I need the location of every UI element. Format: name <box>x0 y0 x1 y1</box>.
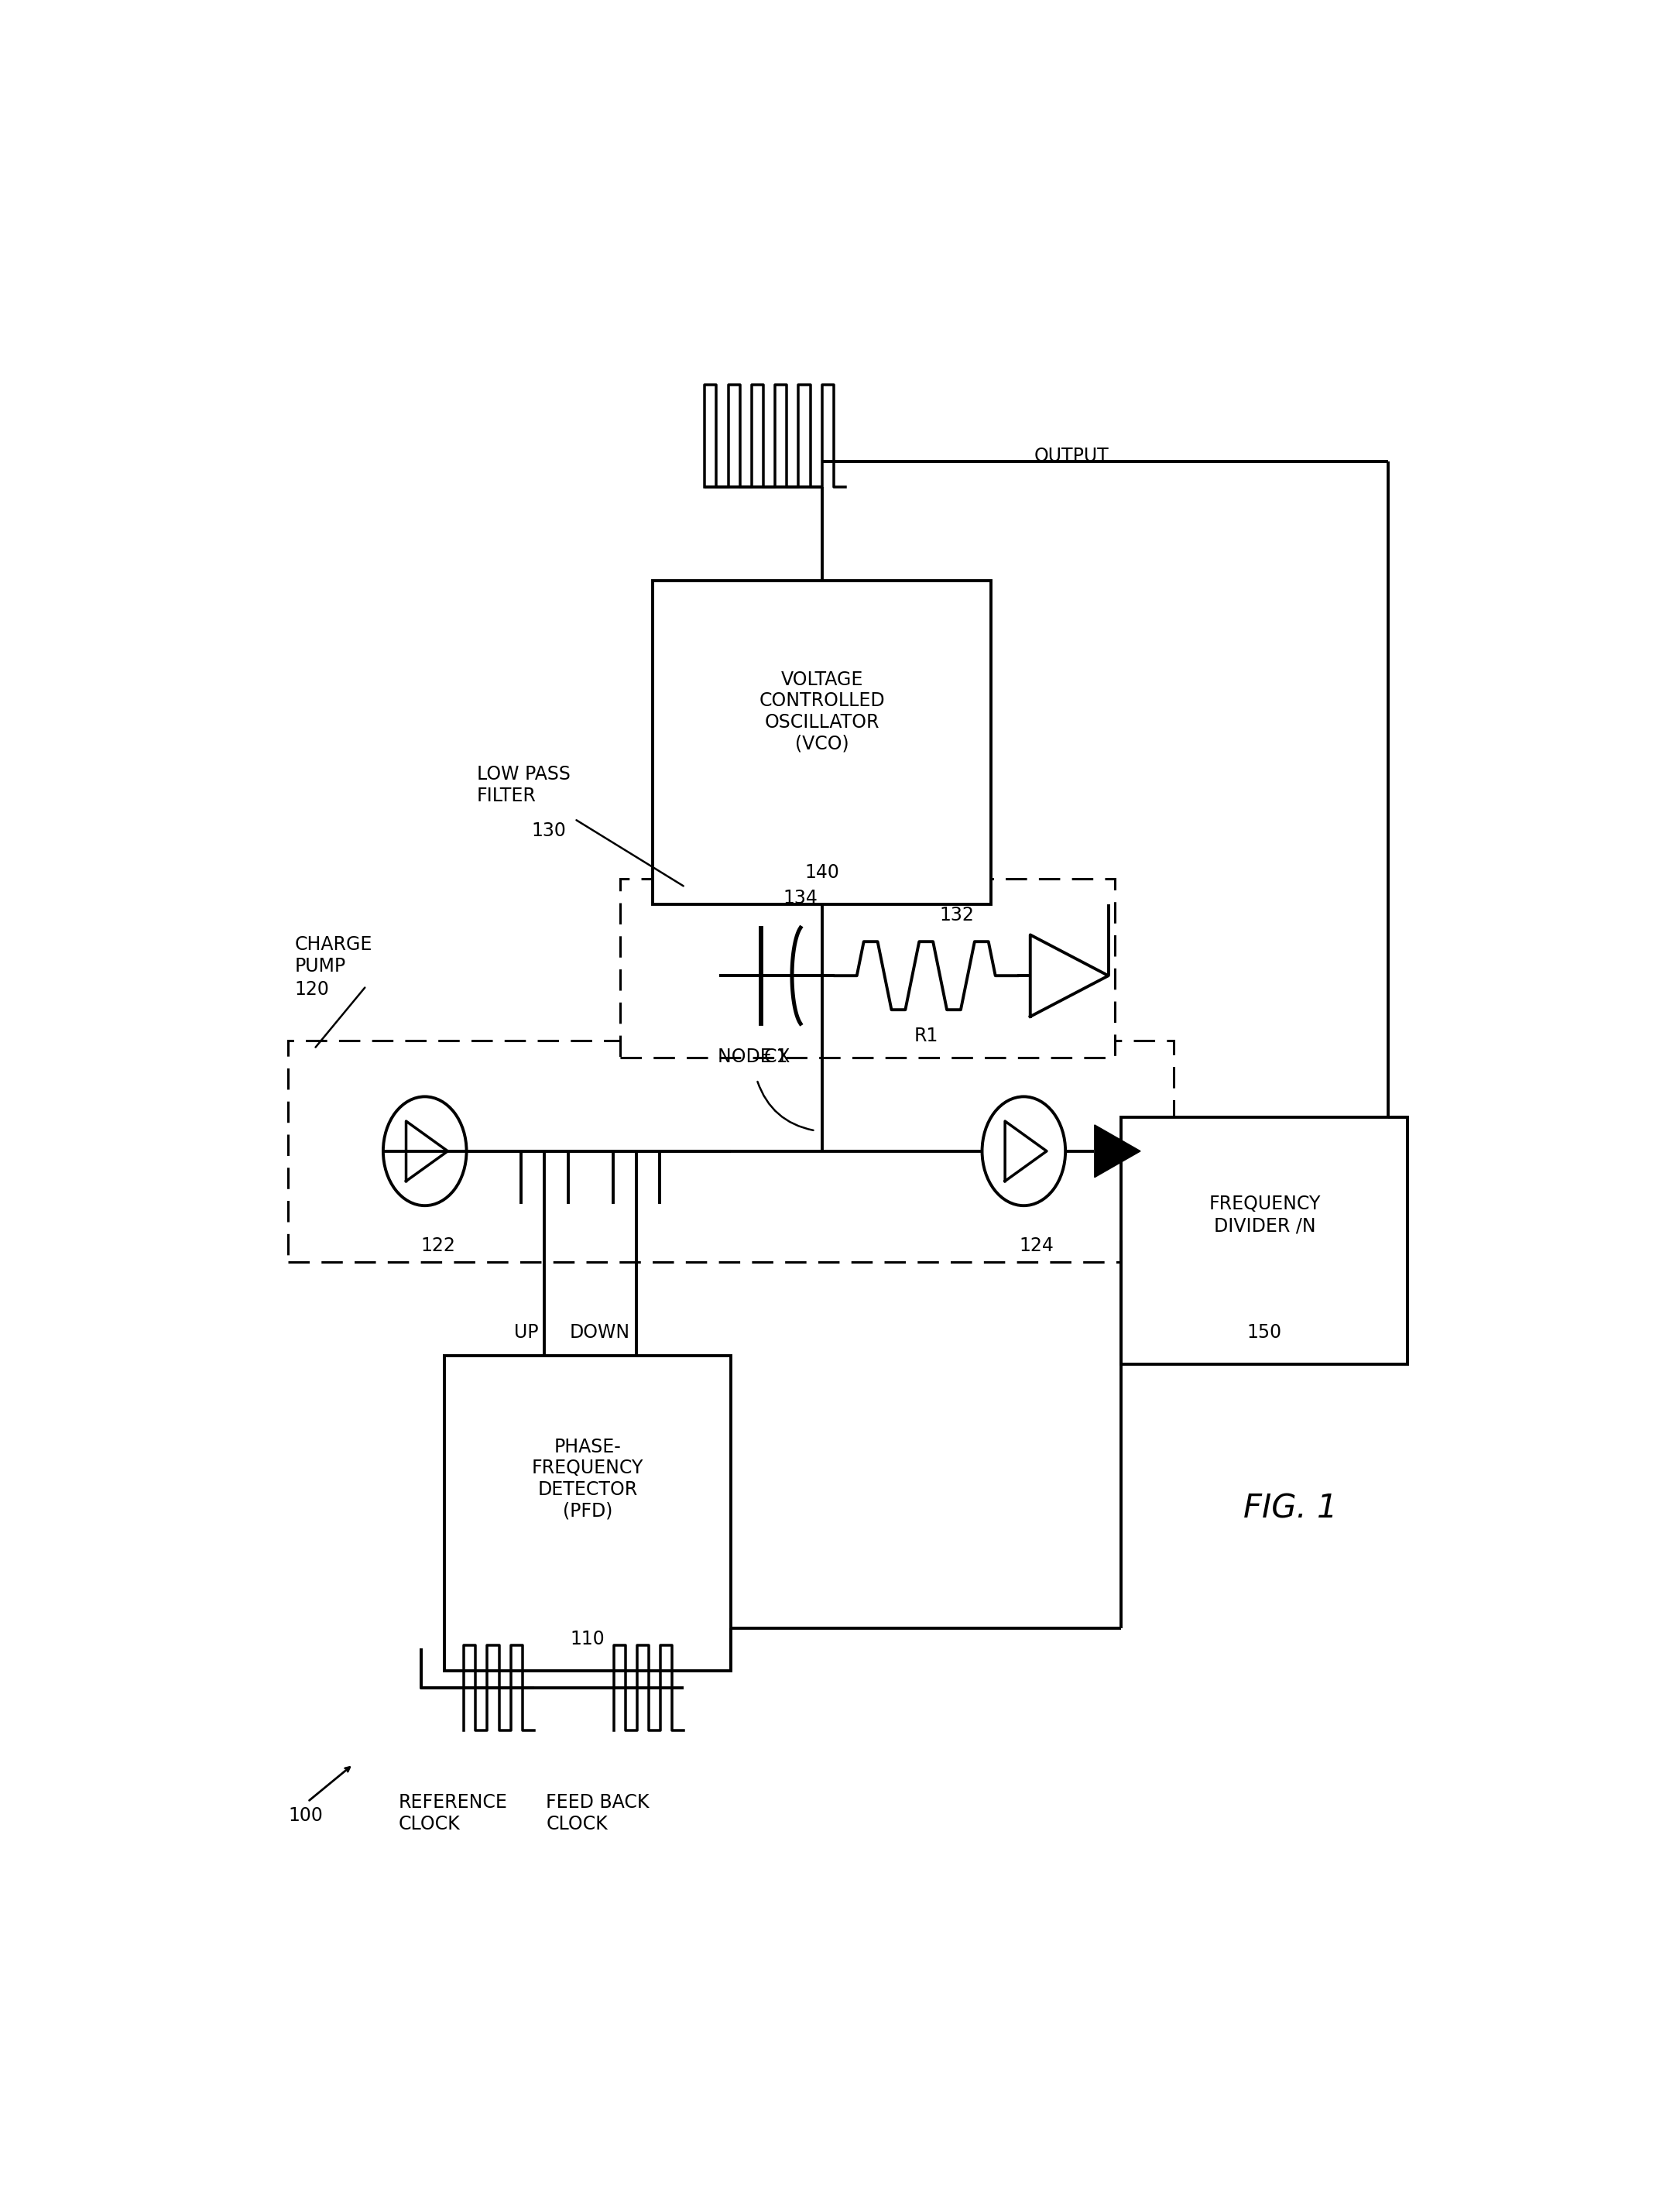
Text: VOLTAGE
CONTROLLED
OSCILLATOR
(VCO): VOLTAGE CONTROLLED OSCILLATOR (VCO) <box>759 670 885 754</box>
Text: 140: 140 <box>805 863 840 883</box>
Text: 150: 150 <box>1247 1323 1282 1343</box>
Text: LOW PASS
FILTER: LOW PASS FILTER <box>477 765 571 805</box>
Text: 130: 130 <box>531 821 566 841</box>
Text: PHASE-
FREQUENCY
DETECTOR
(PFD): PHASE- FREQUENCY DETECTOR (PFD) <box>531 1438 643 1520</box>
Text: 134: 134 <box>783 889 818 907</box>
Text: R1: R1 <box>914 1026 937 1046</box>
Text: DOWN: DOWN <box>570 1323 630 1343</box>
Text: FREQUENCY
DIVIDER /N: FREQUENCY DIVIDER /N <box>1208 1194 1320 1234</box>
Text: OUTPUT: OUTPUT <box>1035 447 1109 465</box>
Text: FIG. 1: FIG. 1 <box>1243 1493 1337 1524</box>
Bar <box>444 1356 731 1670</box>
Bar <box>1122 1117 1408 1365</box>
Text: CHARGE
PUMP: CHARGE PUMP <box>294 936 373 975</box>
Bar <box>652 580 991 905</box>
Bar <box>620 878 1116 1057</box>
Text: 124: 124 <box>1020 1237 1053 1254</box>
Text: NODE X: NODE X <box>717 1046 790 1066</box>
Text: 100: 100 <box>289 1805 323 1825</box>
Text: REFERENCE
CLOCK: REFERENCE CLOCK <box>398 1794 507 1834</box>
Polygon shape <box>1095 1126 1141 1177</box>
Text: 120: 120 <box>294 980 329 998</box>
Text: FEED BACK
CLOCK: FEED BACK CLOCK <box>546 1794 648 1834</box>
Text: UP: UP <box>514 1323 538 1343</box>
Text: C1: C1 <box>764 1046 788 1066</box>
Text: 110: 110 <box>570 1630 605 1648</box>
Text: 132: 132 <box>939 907 974 925</box>
Bar <box>289 1040 1173 1261</box>
Text: 122: 122 <box>420 1237 455 1254</box>
